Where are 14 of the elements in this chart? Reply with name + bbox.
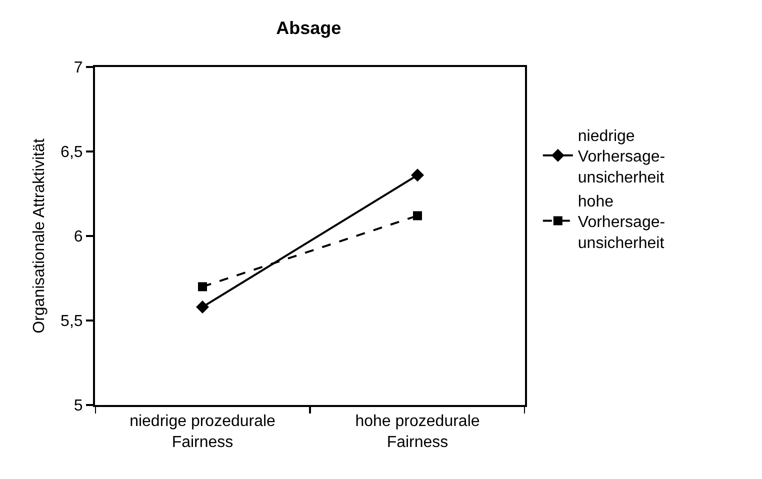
y-tick-label: 6 [74, 228, 83, 246]
y-axis-title: Organisationale Attraktivität [30, 138, 48, 334]
point [198, 282, 207, 292]
legend-label: hohe Vorhersage-unsicherheit [578, 193, 666, 252]
chart-title: Absage [276, 18, 342, 38]
y-tick-label: 7 [74, 60, 83, 77]
x-tick-label: hohe prozedurale Fairness [355, 413, 480, 451]
point [196, 300, 209, 314]
y-tick-label: 6,5 [60, 144, 83, 162]
point [411, 168, 424, 182]
x-tick-label: niedrige prozedurale Fairness [130, 413, 276, 451]
y-tick-label: 5,5 [60, 313, 83, 330]
point [413, 211, 422, 220]
y-tick-label: 5 [74, 398, 83, 415]
